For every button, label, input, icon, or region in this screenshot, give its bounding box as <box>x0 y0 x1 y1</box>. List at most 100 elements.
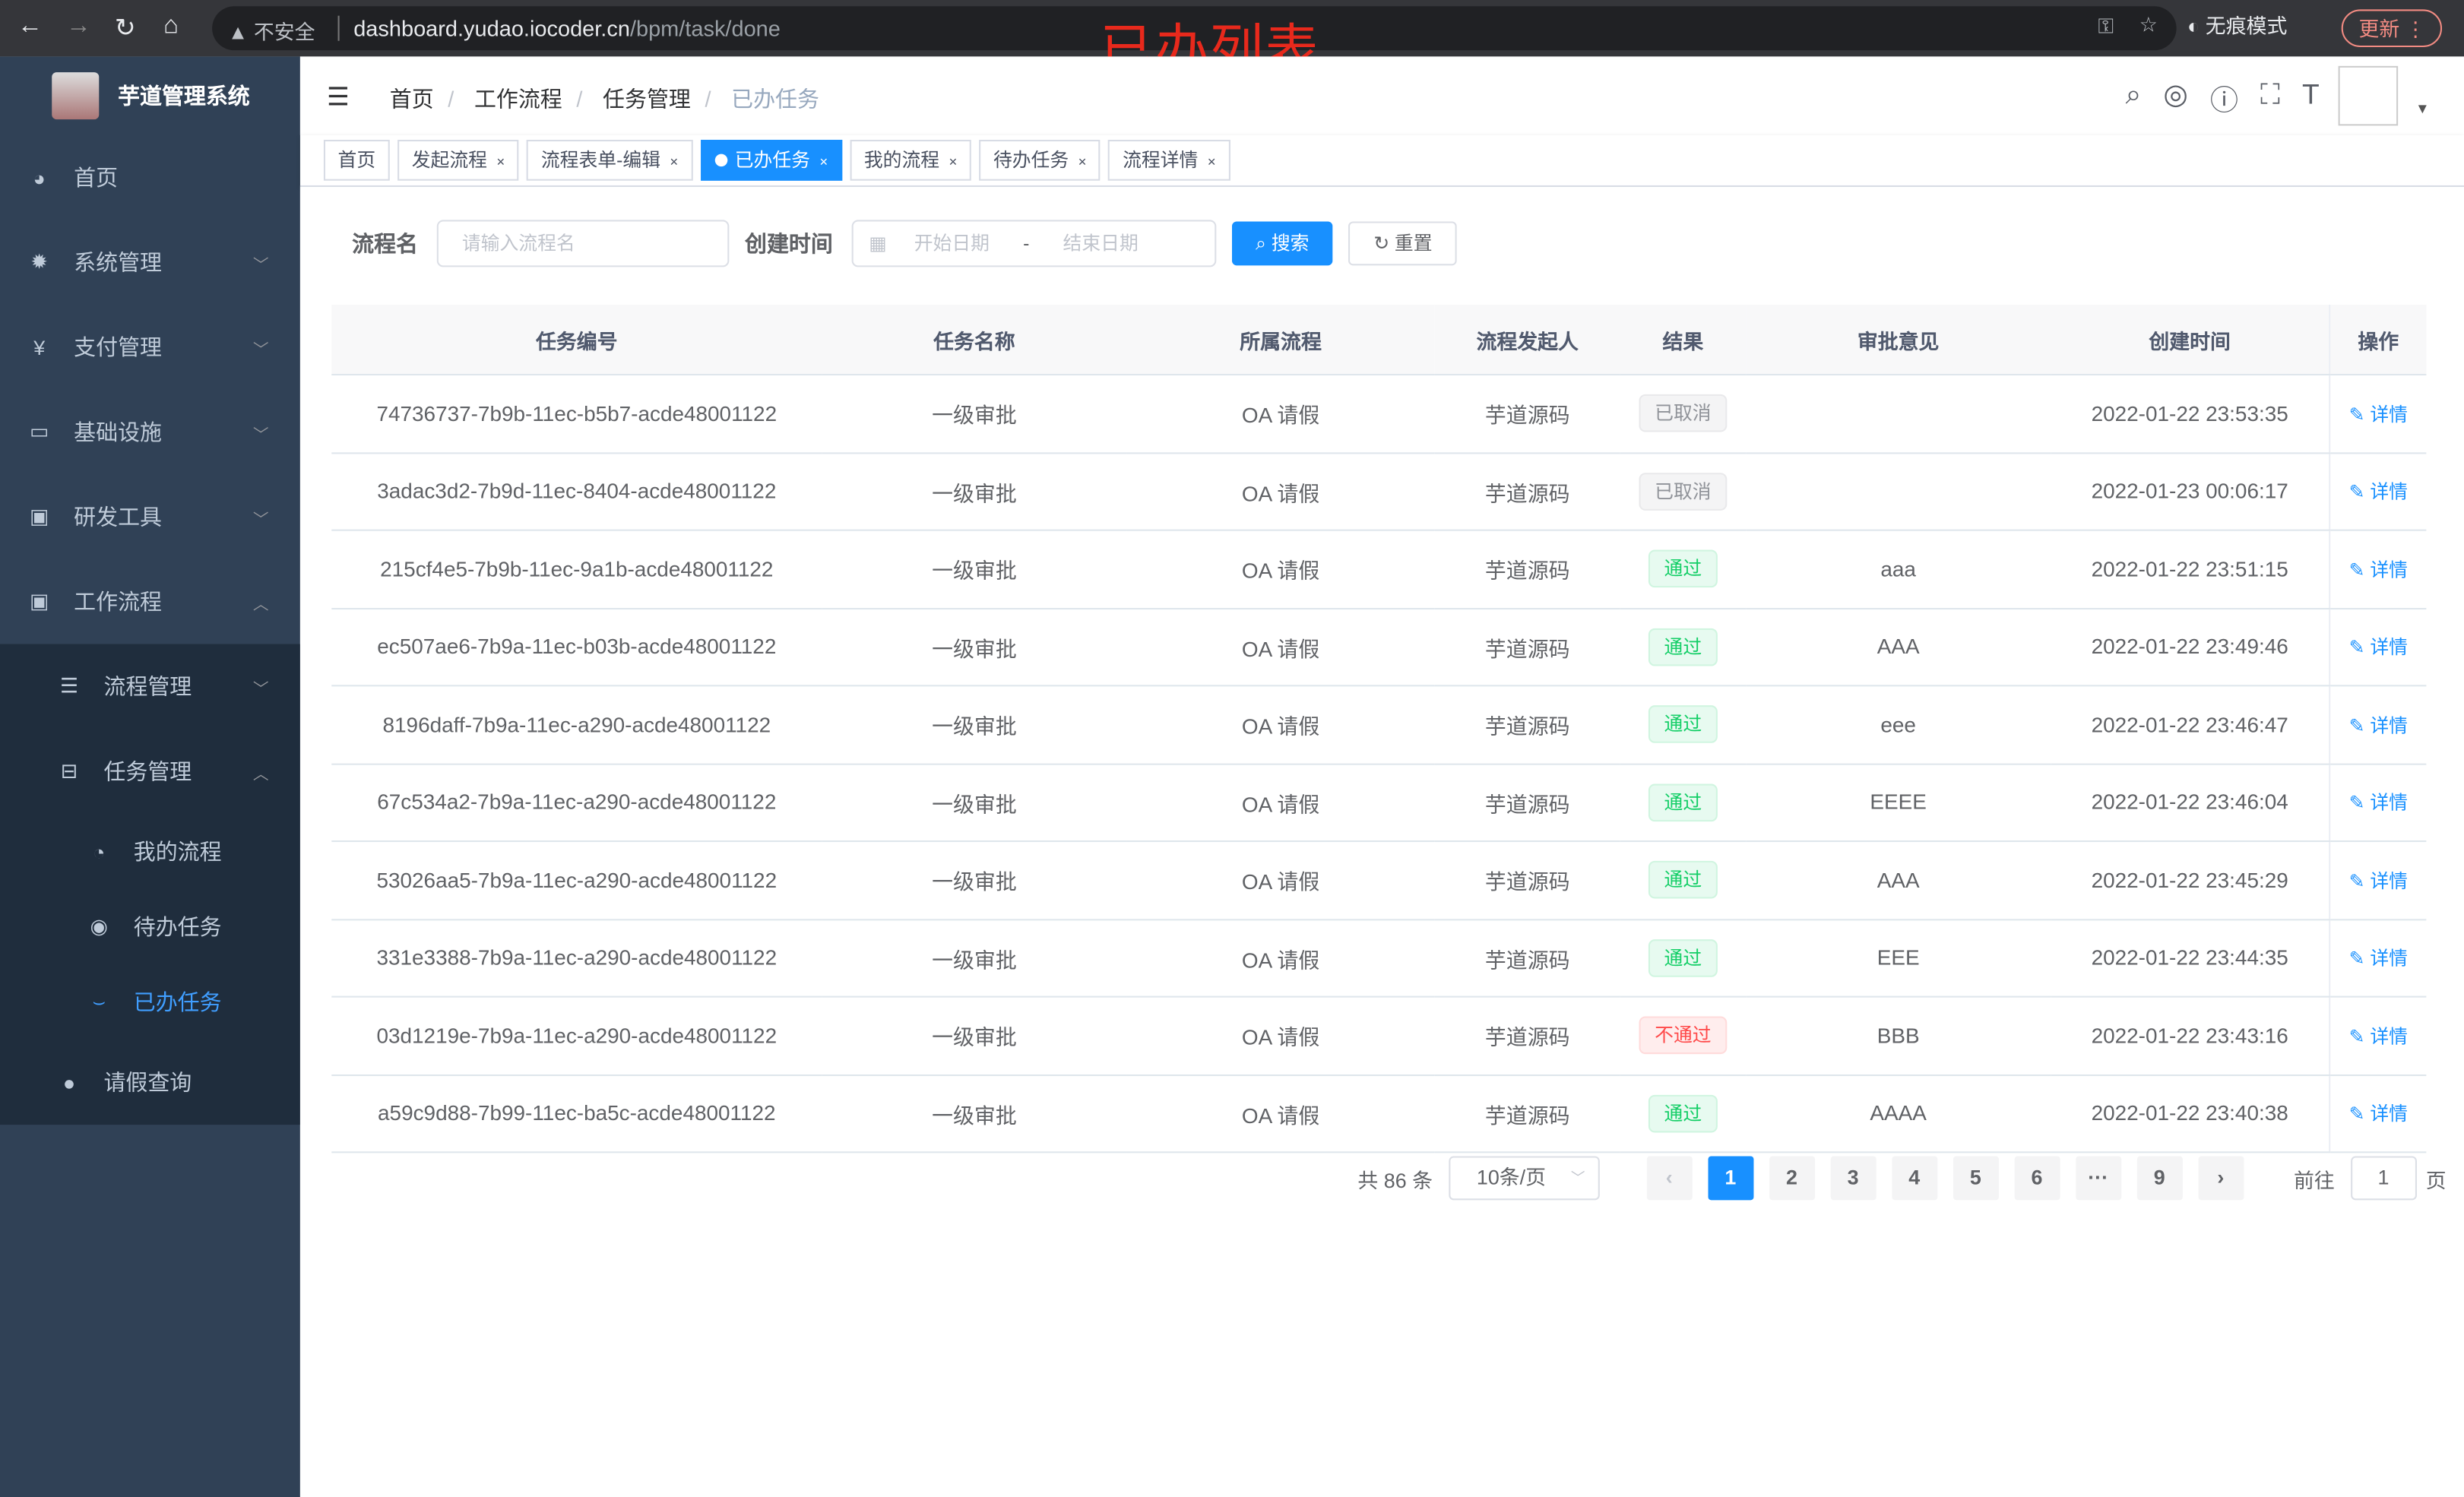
table-row: 74736737-7b9b-11ec-b5b7-acde48001122 一级审… <box>331 375 2427 454</box>
comment: aaa <box>1746 530 2051 609</box>
reload-icon[interactable]: ↻ <box>114 15 136 43</box>
search-icon[interactable]: ⌕ <box>2125 78 2142 110</box>
starter: 芋道源码 <box>1434 608 1620 687</box>
dashboard-icon: ◕ <box>33 166 46 190</box>
sidebar-item-system[interactable]: ✹ 系统管理 ﹀ <box>0 220 300 305</box>
task-id: 8196daff-7b9a-11ec-a290-acde48001122 <box>331 685 822 764</box>
detail-link[interactable]: ✎ 详情 <box>2348 481 2408 504</box>
sidebar-item-infra[interactable]: ▭ 基础设施 ﹀ <box>0 390 300 475</box>
tag-done-task[interactable]: 已办任务 × <box>700 139 842 181</box>
goto-page-input[interactable]: 1 <box>2350 1156 2417 1201</box>
sidebar-item-task-manage[interactable]: ⊟ 任务管理 ︿ <box>0 729 300 814</box>
close-icon[interactable]: × <box>1078 153 1087 170</box>
detail-link[interactable]: ✎ 详情 <box>2348 1025 2408 1048</box>
close-icon[interactable]: × <box>819 153 828 170</box>
table-row: 331e3388-7b9a-11ec-a290-acde48001122 一级审… <box>331 919 2427 998</box>
sidebar-item-todo[interactable]: ◉ 待办任务 <box>0 889 300 964</box>
user-icon: ● <box>62 1070 76 1094</box>
sidebar-item-done[interactable]: ⌣ 已办任务 <box>0 964 300 1040</box>
back-icon[interactable]: ← <box>17 12 43 40</box>
sidebar-item-my-process[interactable]: ◔ 我的流程 <box>0 814 300 889</box>
sidebar-item-process-manage[interactable]: ☰ 流程管理 ﹀ <box>0 644 300 730</box>
tag-my-process[interactable]: 我的流程 × <box>850 139 972 181</box>
comment <box>1746 452 2051 531</box>
address-bar[interactable]: ▲ 不安全 dashboard.yudao.iocoder.cn/bpm/tas… <box>212 6 2177 51</box>
app-logo[interactable]: 芋道管理系统 <box>0 56 300 135</box>
col-task-id: 任务编号 <box>331 305 822 376</box>
date-range-picker[interactable]: ▦ 开始日期 - 结束日期 <box>851 220 1217 267</box>
page-button[interactable]: 2 <box>1769 1156 1815 1201</box>
tags-view: 首页 发起流程 × 流程表单-编辑 × 已办任务 × 我的流程 × 待办任务 × 流程详情… <box>299 135 2464 187</box>
close-icon[interactable]: × <box>949 153 958 170</box>
detail-link[interactable]: ✎ 详情 <box>2348 792 2408 815</box>
tag-start-process[interactable]: 发起流程 × <box>397 139 519 181</box>
tag-todo[interactable]: 待办任务 × <box>979 139 1101 181</box>
tree-icon: ⊟ <box>60 758 78 783</box>
star-icon[interactable]: ☆ <box>2139 12 2158 36</box>
breadcrumb-item[interactable]: 首页 <box>389 86 434 112</box>
tag-process-detail[interactable]: 流程详情 × <box>1108 139 1230 181</box>
done-task-table: 任务编号 任务名称 所属流程 流程发起人 结果 审批意见 创建时间 操作 747… <box>331 305 2427 1154</box>
page-button[interactable]: 6 <box>2014 1156 2060 1201</box>
sidebar-item-leave-query[interactable]: ● 请假查询 <box>0 1040 300 1125</box>
sidebar-item-devtools[interactable]: ▣ 研发工具 ﹀ <box>0 474 300 559</box>
close-icon[interactable]: × <box>670 153 679 170</box>
close-icon[interactable]: × <box>1207 153 1216 170</box>
page-size-select[interactable]: 10条/页 ﹀ <box>1448 1156 1600 1201</box>
detail-link[interactable]: ✎ 详情 <box>2348 869 2408 892</box>
chat-icon: ◔ <box>93 839 106 863</box>
eye-closed-icon: ⌣ <box>92 989 106 1014</box>
task-name: 一级审批 <box>822 685 1127 764</box>
forward-icon[interactable]: → <box>65 12 91 40</box>
page-button[interactable]: 1 <box>1707 1156 1753 1201</box>
detail-link[interactable]: ✎ 详情 <box>2348 636 2408 659</box>
breadcrumb-item[interactable]: 工作流程 <box>473 86 562 112</box>
page-button[interactable]: 9 <box>2136 1156 2183 1201</box>
table-row: 03d1219e-7b9a-11ec-a290-acde48001122 一级审… <box>331 996 2427 1075</box>
process-name-input[interactable]: 请输入流程名 <box>436 220 730 267</box>
prev-page-button[interactable]: ‹ <box>1646 1156 1693 1201</box>
search-button[interactable]: ⌕ 搜索 <box>1231 221 1333 266</box>
page-button[interactable]: 3 <box>1830 1156 1877 1201</box>
key-icon[interactable]: ⚿ <box>2098 14 2114 38</box>
chevron-down-icon: ﹀ <box>252 341 269 359</box>
detail-link[interactable]: ✎ 详情 <box>2348 1103 2408 1125</box>
reset-button[interactable]: ↻ 重置 <box>1348 221 1458 266</box>
task-name: 一级审批 <box>822 840 1127 920</box>
process-name: OA 请假 <box>1126 452 1435 531</box>
tag-form-edit[interactable]: 流程表单-编辑 × <box>527 139 692 181</box>
chevron-up-icon: ︿ <box>252 596 269 614</box>
page-button[interactable]: 5 <box>1953 1156 1999 1201</box>
incognito-label: ◐ 无痕模式 <box>2187 14 2288 38</box>
starter: 芋道源码 <box>1434 1074 1620 1154</box>
monitor-icon: ▭ <box>29 419 49 443</box>
fullscreen-icon[interactable]: ⛶ <box>2260 78 2281 110</box>
next-page-button[interactable]: › <box>2197 1156 2244 1201</box>
home-icon[interactable]: ⌂ <box>163 12 179 40</box>
edit-icon: ✎ <box>2348 792 2371 815</box>
sidebar-item-pay[interactable]: ¥ 支付管理 ﹀ <box>0 305 300 390</box>
goto-label: 前往 <box>2294 1167 2335 1192</box>
breadcrumb-item[interactable]: 任务管理 <box>603 86 691 112</box>
detail-link[interactable]: ✎ 详情 <box>2348 714 2408 736</box>
tag-home[interactable]: 首页 <box>323 139 390 181</box>
detail-link[interactable]: ✎ 详情 <box>2348 559 2408 581</box>
sidebar-item-workflow[interactable]: ▣ 工作流程 ︿ <box>0 559 300 644</box>
avatar[interactable] <box>2338 65 2399 126</box>
detail-link[interactable]: ✎ 详情 <box>2348 948 2408 970</box>
page-button[interactable]: ··· <box>2075 1156 2121 1201</box>
close-icon[interactable]: × <box>496 153 505 170</box>
page-button[interactable]: 4 <box>1891 1156 1937 1201</box>
caret-down-icon[interactable]: ▼ <box>2415 100 2430 116</box>
total-count: 共 86 条 <box>1357 1167 1433 1192</box>
sidebar-item-home[interactable]: ◕ 首页 <box>0 135 300 220</box>
detail-link[interactable]: ✎ 详情 <box>2348 403 2408 426</box>
help-icon[interactable]: ⓘ <box>2209 84 2239 116</box>
font-size-icon[interactable]: T <box>2302 78 2320 110</box>
update-button[interactable]: 更新 ⋮ <box>2341 9 2443 48</box>
menu-toggle-icon[interactable]: ☰ <box>327 84 350 112</box>
main-content: 流程名 请输入流程名 创建时间 ▦ 开始日期 - 结束日期 ⌕ 搜索 ↻ 重置 … <box>299 186 2464 1497</box>
task-id: ec507ae6-7b9a-11ec-b03b-acde48001122 <box>331 608 822 687</box>
process-name: OA 请假 <box>1126 1074 1435 1154</box>
github-icon[interactable]: ◎ <box>2163 78 2188 110</box>
